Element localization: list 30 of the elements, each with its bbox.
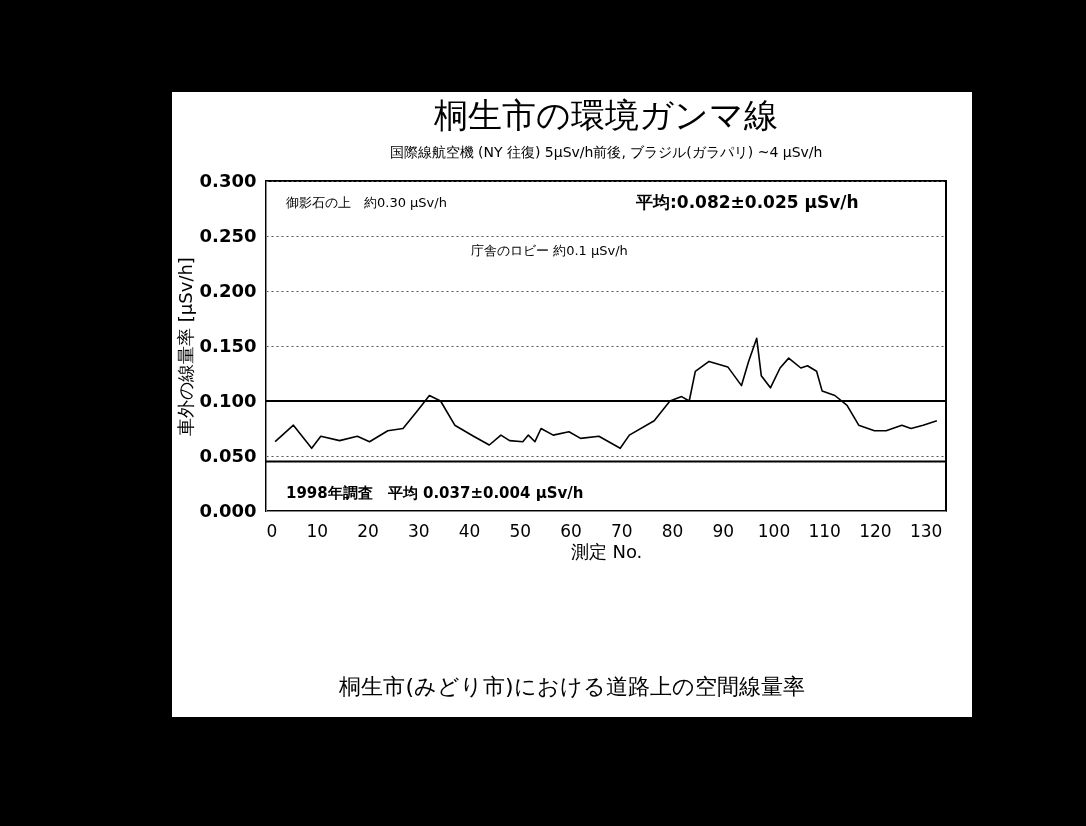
- x-tick-label: 120: [859, 520, 892, 541]
- x-tick-label: 10: [306, 520, 329, 541]
- x-tick-label: 70: [610, 520, 633, 541]
- x-tick-label: 100: [757, 520, 791, 541]
- x-tick-label: 20: [357, 520, 379, 541]
- x-tick-label: 110: [808, 520, 841, 541]
- annotation: 御影石の上 約0.30 μSv/h: [286, 195, 447, 210]
- x-tick-label: 30: [407, 520, 430, 541]
- y-tick-label: 0.000: [199, 499, 257, 521]
- y-tick-label: 0.150: [199, 334, 257, 356]
- x-tick-label: 80: [661, 520, 684, 541]
- x-tick-label: 50: [509, 520, 532, 541]
- y-tick-label: 0.250: [199, 224, 257, 246]
- chart-subtitle: 国際線航空機 (NY 往復) 5μSv/h前後, ブラジル(ガラパリ) ~4 μSv/h: [389, 144, 823, 160]
- chart-title: 桐生市の環境ガンマ線: [433, 95, 778, 135]
- x-tick-label: 0: [266, 520, 278, 541]
- y-axis-title: 車外の線量率 [μSv/h]: [174, 257, 196, 436]
- y-tick-label: 0.050: [199, 444, 257, 466]
- x-tick-label: 40: [458, 520, 481, 541]
- y-tick-label: 0.200: [199, 279, 257, 301]
- x-tick-label: 60: [560, 520, 582, 541]
- x-axis-title: 測定 No.: [570, 540, 643, 562]
- annotation: 平均:0.082±0.025 μSv/h: [635, 192, 859, 212]
- y-tick-label: 0.300: [199, 169, 257, 191]
- y-tick-label: 0.100: [199, 389, 257, 411]
- x-tick-label: 90: [712, 520, 735, 541]
- x-tick-label: 130: [909, 520, 943, 541]
- ref-line-label: 1998年調査 平均 0.037±0.004 μSv/h: [286, 484, 584, 502]
- annotation: 庁舎のロビー 約0.1 μSv/h: [471, 243, 628, 258]
- text: 桐生市(みどり市)における道路上の空間線量率: [338, 673, 806, 701]
